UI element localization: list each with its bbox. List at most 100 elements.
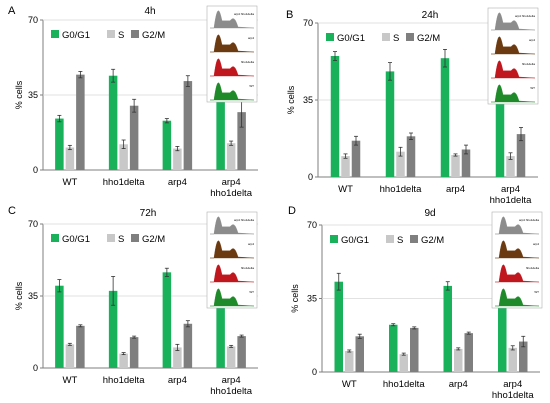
legend-label: G2/M <box>421 235 444 246</box>
y-tick-label: 35 <box>307 294 317 304</box>
legend-swatch <box>107 30 115 38</box>
legend-swatch <box>326 33 334 41</box>
x-tick-label: arp4 <box>501 184 520 195</box>
y-tick-label: 70 <box>307 220 317 230</box>
panel-letter: B <box>286 9 293 21</box>
x-tick-label: WT <box>342 379 357 390</box>
bar-s-2 <box>451 155 460 177</box>
inset-histogram <box>495 264 540 283</box>
legend-label: S <box>118 30 124 41</box>
legend-swatch <box>330 235 338 243</box>
y-tick-label: 35 <box>28 90 38 100</box>
bar-s-2 <box>454 348 463 372</box>
inset-label: arp4 hho1delta <box>519 218 539 222</box>
bar-g0g1-3 <box>495 57 505 177</box>
inset-label: WT <box>249 290 254 294</box>
panel-title: 24h <box>422 10 439 21</box>
bar-g2m-3 <box>516 134 526 177</box>
bar-s-0 <box>345 351 354 372</box>
inset-label: WT <box>530 86 535 90</box>
inset-histogram <box>210 58 255 77</box>
x-tick-label: arp4 <box>449 379 468 390</box>
inset-label: arp4 hho1delta <box>515 14 535 18</box>
y-tick-label: 0 <box>33 363 38 373</box>
bar-g0g1-1 <box>389 324 398 372</box>
inset-histogram <box>210 34 255 53</box>
legend-label: G2/M <box>142 234 165 245</box>
inset-histogram <box>210 288 255 307</box>
bar-g0g1-2 <box>440 58 450 178</box>
legend-swatch <box>107 234 115 242</box>
flow-cytometry-histogram-inset: arp4 hho1delta arp4 hho1delta WT <box>206 5 258 103</box>
inset-label: arp4 <box>248 242 254 246</box>
bar-g0g1-3 <box>216 274 225 368</box>
x-tick-label: WT <box>338 184 353 195</box>
legend-swatch <box>406 33 414 41</box>
bar-s-3 <box>226 143 236 170</box>
bar-g0g1-0 <box>330 56 340 177</box>
bar-s-1 <box>119 144 128 170</box>
x-tick-label: hho1delta <box>210 188 252 199</box>
legend-label: G0/G1 <box>62 234 90 245</box>
inset-label: hho1delta <box>241 266 255 270</box>
legend-label: S <box>397 235 403 246</box>
bar-g2m-3 <box>519 341 528 372</box>
panel-letter: C <box>8 205 16 217</box>
bar-g2m-0 <box>76 325 85 368</box>
inset-label: hho1delta <box>522 62 536 66</box>
x-tick-label: hho1delta <box>383 379 425 390</box>
bar-g2m-2 <box>183 323 193 368</box>
y-tick-label: 0 <box>33 165 38 175</box>
x-tick-label: arp4 <box>168 177 187 188</box>
bar-s-1 <box>119 353 128 368</box>
x-tick-label: hho1delta <box>490 195 532 206</box>
inset-label: WT <box>249 84 254 88</box>
legend-label: S <box>393 33 399 44</box>
bar-s-2 <box>173 347 182 368</box>
y-axis-label: % cells <box>14 281 24 310</box>
legend-label: S <box>118 234 124 245</box>
bar-g0g1-0 <box>334 281 343 372</box>
inset-histogram <box>210 240 255 259</box>
panel-letter: D <box>288 205 296 217</box>
inset-histogram <box>210 216 255 235</box>
bar-g2m-2 <box>464 333 473 372</box>
inset-histogram <box>210 264 255 283</box>
bar-g2m-1 <box>406 136 416 177</box>
x-tick-label: WT <box>62 177 77 188</box>
legend-label: G0/G1 <box>337 33 365 44</box>
bar-s-2 <box>173 148 182 170</box>
bar-g0g1-1 <box>108 290 118 368</box>
legend-label: G0/G1 <box>62 30 90 41</box>
panel-letter: A <box>8 5 16 17</box>
bar-s-3 <box>508 347 517 372</box>
bar-g2m-1 <box>129 337 139 368</box>
bar-s-0 <box>65 147 75 170</box>
x-tick-label: WT <box>62 375 77 386</box>
panel-title: 4h <box>144 6 155 17</box>
inset-histogram <box>495 240 540 259</box>
y-axis-label: % cells <box>14 80 24 109</box>
x-tick-label: hho1delta <box>380 184 422 195</box>
inset-label: arp4 <box>529 38 535 42</box>
y-axis-label: % cells <box>290 284 300 313</box>
legend-label: G0/G1 <box>341 235 369 246</box>
legend-label: G2/M <box>417 33 440 44</box>
bar-g2m-3 <box>237 112 246 170</box>
inset-histogram <box>495 288 540 307</box>
bar-g2m-0 <box>355 336 364 372</box>
bar-g2m-0 <box>76 74 85 170</box>
x-tick-label: arp4 <box>446 184 465 195</box>
y-tick-label: 70 <box>28 219 38 229</box>
panel-title: 72h <box>140 208 157 219</box>
inset-label: hho1delta <box>241 60 255 64</box>
y-tick-label: 70 <box>28 15 38 25</box>
inset-label: arp4 hho1delta <box>234 218 254 222</box>
inset-histogram <box>210 82 255 101</box>
legend-label: G2/M <box>142 30 165 41</box>
legend-swatch <box>386 235 394 243</box>
inset-histogram <box>495 216 540 235</box>
